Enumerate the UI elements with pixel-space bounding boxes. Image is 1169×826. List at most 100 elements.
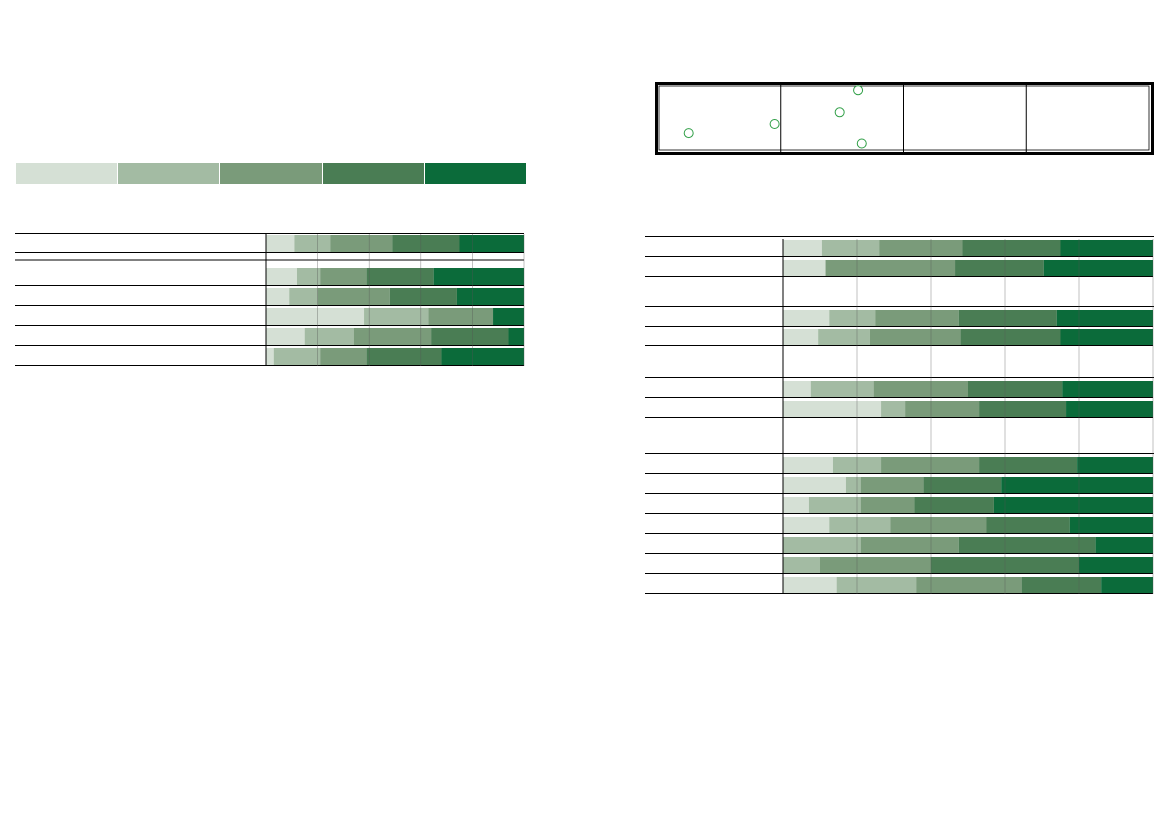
bar-segment	[955, 260, 1044, 276]
legend-swatch-3	[220, 163, 322, 184]
bar-segment	[266, 235, 295, 252]
bar-segment	[392, 235, 460, 252]
bar-segment	[783, 401, 882, 417]
bar-segment	[818, 329, 870, 345]
bar-segment	[1060, 240, 1153, 256]
scatter-point	[683, 128, 694, 139]
bar-segment	[986, 517, 1070, 533]
bar-segment	[1060, 329, 1153, 345]
bar-segment	[968, 381, 1063, 397]
legend-swatch-2	[118, 163, 220, 184]
bar-segment	[266, 308, 365, 325]
bar-segment	[1056, 310, 1153, 326]
bar-segment	[958, 537, 1096, 553]
bar-segment	[1077, 457, 1153, 473]
bar-segment	[783, 517, 830, 533]
bar-segment	[875, 310, 959, 326]
bar-segment	[294, 235, 331, 252]
bar-segment	[433, 268, 524, 285]
bar-segment	[783, 381, 811, 397]
bar-segment	[289, 288, 318, 305]
bar-segment	[428, 308, 494, 325]
bar-segment	[389, 288, 457, 305]
bar-segment	[808, 497, 861, 513]
bar-segment	[1043, 260, 1153, 276]
bar-segment	[783, 260, 826, 276]
bar-segment	[783, 240, 822, 256]
scatter-point	[853, 85, 864, 96]
legend-swatch-5	[424, 163, 527, 184]
bar-segment	[1095, 537, 1153, 553]
bar-segment	[353, 328, 432, 345]
panel-frame	[655, 82, 1154, 155]
bar-segment	[860, 537, 959, 553]
legend-swatch-1	[16, 163, 118, 184]
bar-segment	[960, 329, 1061, 345]
bar-segment	[317, 288, 390, 305]
bar-segment	[1001, 477, 1153, 493]
bar-segment	[320, 348, 367, 365]
bar-segment	[1101, 577, 1153, 593]
bar-segment	[266, 328, 305, 345]
bar-segment	[829, 310, 876, 326]
bar-segment	[829, 517, 891, 533]
scatter-point	[856, 138, 867, 149]
bar-segment	[979, 457, 1078, 473]
bar-segment	[366, 268, 434, 285]
bar-segment	[456, 288, 524, 305]
bar-segment	[869, 329, 961, 345]
bar-segment	[820, 557, 931, 573]
scatter-point	[769, 119, 780, 129]
bar-segment	[304, 328, 354, 345]
bar-segment	[923, 477, 1002, 493]
bar-segment	[905, 401, 980, 417]
bar-segment	[320, 268, 367, 285]
bar-segment	[890, 517, 987, 533]
bar-segment	[783, 477, 846, 493]
bar-segment	[1062, 381, 1153, 397]
bar-segment	[1021, 577, 1102, 593]
bar-segment	[1069, 517, 1153, 533]
bar-segment	[825, 260, 956, 276]
bar-segment	[993, 497, 1153, 513]
bar-segment	[783, 310, 830, 326]
bar-segment	[783, 537, 861, 553]
bar-segment	[783, 329, 819, 345]
right-stacked-bar-chart	[645, 236, 1154, 594]
bar-segment	[431, 328, 509, 345]
bar-segment	[860, 477, 924, 493]
legend-swatch-4	[322, 163, 424, 184]
bar-segment	[366, 348, 442, 365]
bar-segment	[783, 557, 820, 573]
bar-segment	[962, 240, 1061, 256]
bar-segment	[441, 348, 524, 365]
bar-segment	[364, 308, 429, 325]
bar-segment	[979, 401, 1067, 417]
legend-color-scale	[16, 163, 527, 184]
scatter-point	[834, 107, 845, 118]
bar-segment	[493, 308, 524, 325]
bar-segment	[881, 457, 980, 473]
bar-segment	[845, 477, 861, 493]
bar-segment	[810, 381, 874, 397]
bar-segment	[1079, 557, 1153, 573]
bar-segment	[266, 288, 290, 305]
bar-segment	[958, 310, 1057, 326]
left-stacked-bar-chart	[15, 233, 525, 366]
bar-segment	[821, 240, 880, 256]
bar-segment	[916, 577, 1022, 593]
bar-segment	[914, 497, 994, 513]
scatter-panel	[655, 82, 1154, 155]
bar-segment	[330, 235, 393, 252]
bar-segment	[273, 348, 321, 365]
bar-segment	[836, 577, 917, 593]
bar-segment	[783, 577, 837, 593]
bar-segment	[860, 497, 915, 513]
bar-segment	[459, 235, 524, 252]
bar-segment	[1066, 401, 1153, 417]
bar-segment	[879, 240, 963, 256]
bar-segment	[881, 401, 906, 417]
bar-segment	[783, 457, 833, 473]
bar-segment	[266, 268, 297, 285]
bar-segment	[266, 348, 274, 365]
